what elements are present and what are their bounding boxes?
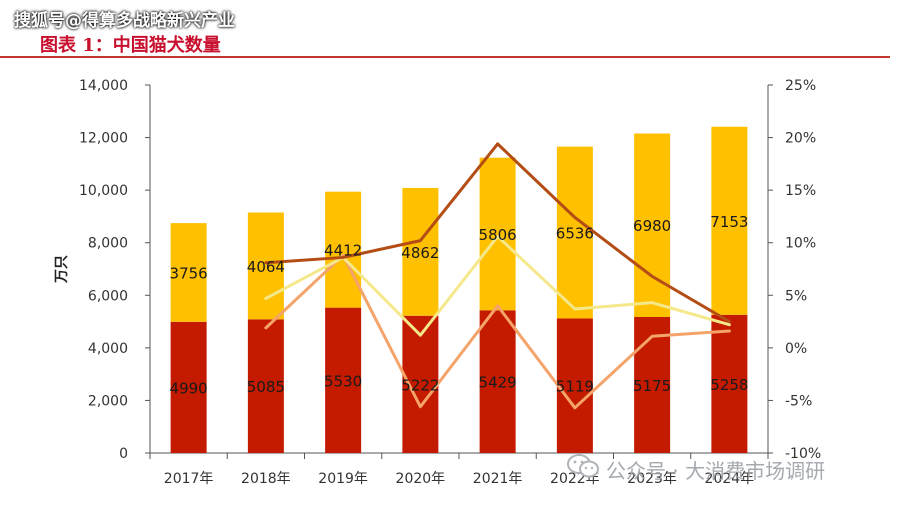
bar-dog — [170, 223, 207, 322]
bar-cat — [247, 319, 284, 453]
data-label-dog: 6980 — [633, 217, 671, 235]
bar-cat — [711, 314, 748, 453]
y2-tick-label: 10% — [785, 236, 816, 252]
title-divider — [0, 56, 890, 58]
y-tick-label: 6,000 — [88, 288, 128, 304]
data-label-cat: 5119 — [556, 378, 594, 396]
y2-tick-label: 15% — [785, 183, 816, 199]
y-tick-label: 4,000 — [88, 341, 128, 357]
bar-dog — [325, 191, 362, 308]
footer-watermark: 公众号 · 大消费市场调研 — [606, 459, 826, 483]
x-tick-label: 2017年 — [164, 471, 214, 487]
data-label-dog: 5806 — [479, 226, 517, 244]
chart-labels: 4990 3756 5085 4064 5530 4412 5222 4862 5429 5806… — [170, 213, 749, 398]
data-label-dog: 4862 — [401, 244, 439, 262]
bar-cat — [634, 316, 671, 453]
y2-tick-label: 25% — [785, 78, 816, 94]
y-tick-label: 0 — [119, 446, 128, 462]
y-tick-label: 12,000 — [79, 131, 128, 147]
bar-dog — [247, 212, 284, 320]
y2-tick-label: 5% — [785, 288, 807, 304]
data-label-cat: 5085 — [247, 378, 285, 396]
data-label-cat: 5175 — [633, 377, 671, 395]
data-label-cat: 5530 — [324, 372, 362, 390]
x-tick-label: 2024年 — [705, 471, 755, 487]
data-label-cat: 4990 — [170, 379, 208, 397]
x-tick-label: 2018年 — [241, 471, 291, 487]
chart-bars — [170, 126, 748, 453]
data-label-dog: 7153 — [710, 213, 748, 231]
chart-axes: 0 2,000 4,000 6,000 8,000 10,000 12,000 14,000 -… — [54, 78, 821, 487]
data-label-cat: 5222 — [401, 376, 439, 394]
header: 搜狐号@得算多战略新兴产业 图表 1：中国猫犬数量 — [0, 0, 917, 58]
y-tick-label: 14,000 — [79, 78, 128, 94]
data-label-dog: 3756 — [170, 264, 208, 282]
bar-dog — [479, 157, 516, 311]
figure-title: 图表 1：中国猫犬数量 — [40, 35, 221, 56]
x-tick-label: 2023年 — [627, 471, 677, 487]
y2-tick-label: 20% — [785, 131, 816, 147]
wechat-logo-icon — [567, 454, 599, 478]
y-tick-label: 8,000 — [88, 236, 128, 252]
bar-cat — [556, 318, 593, 453]
y-tick-label: 10,000 — [79, 183, 128, 199]
bar-dog — [634, 133, 671, 317]
y-axis-label: 万只 — [54, 255, 70, 284]
data-label-dog: 4064 — [247, 258, 285, 276]
chart-lines — [264, 142, 731, 410]
x-tick-label: 2021年 — [473, 471, 523, 487]
x-tick-label: 2020年 — [396, 471, 446, 487]
data-label-dog: 4412 — [324, 242, 362, 260]
bar-cat — [479, 310, 516, 453]
y-tick-label: 2,000 — [88, 393, 128, 409]
header-watermark: 搜狐号@得算多战略新兴产业 — [14, 11, 235, 31]
bar-cat — [170, 321, 207, 453]
bar-cat — [325, 307, 362, 453]
data-label-cat: 5258 — [710, 376, 748, 394]
y2-tick-label: -10% — [785, 446, 821, 462]
y2-tick-label: 0% — [785, 341, 807, 357]
data-label-dog: 6536 — [556, 225, 594, 243]
data-label-cat: 5429 — [479, 374, 517, 392]
bar-dog — [402, 187, 439, 316]
bar-dog — [711, 126, 748, 315]
y2-tick-label: -5% — [785, 393, 812, 409]
x-tick-label: 2019年 — [318, 471, 368, 487]
bar-dog — [556, 146, 593, 319]
